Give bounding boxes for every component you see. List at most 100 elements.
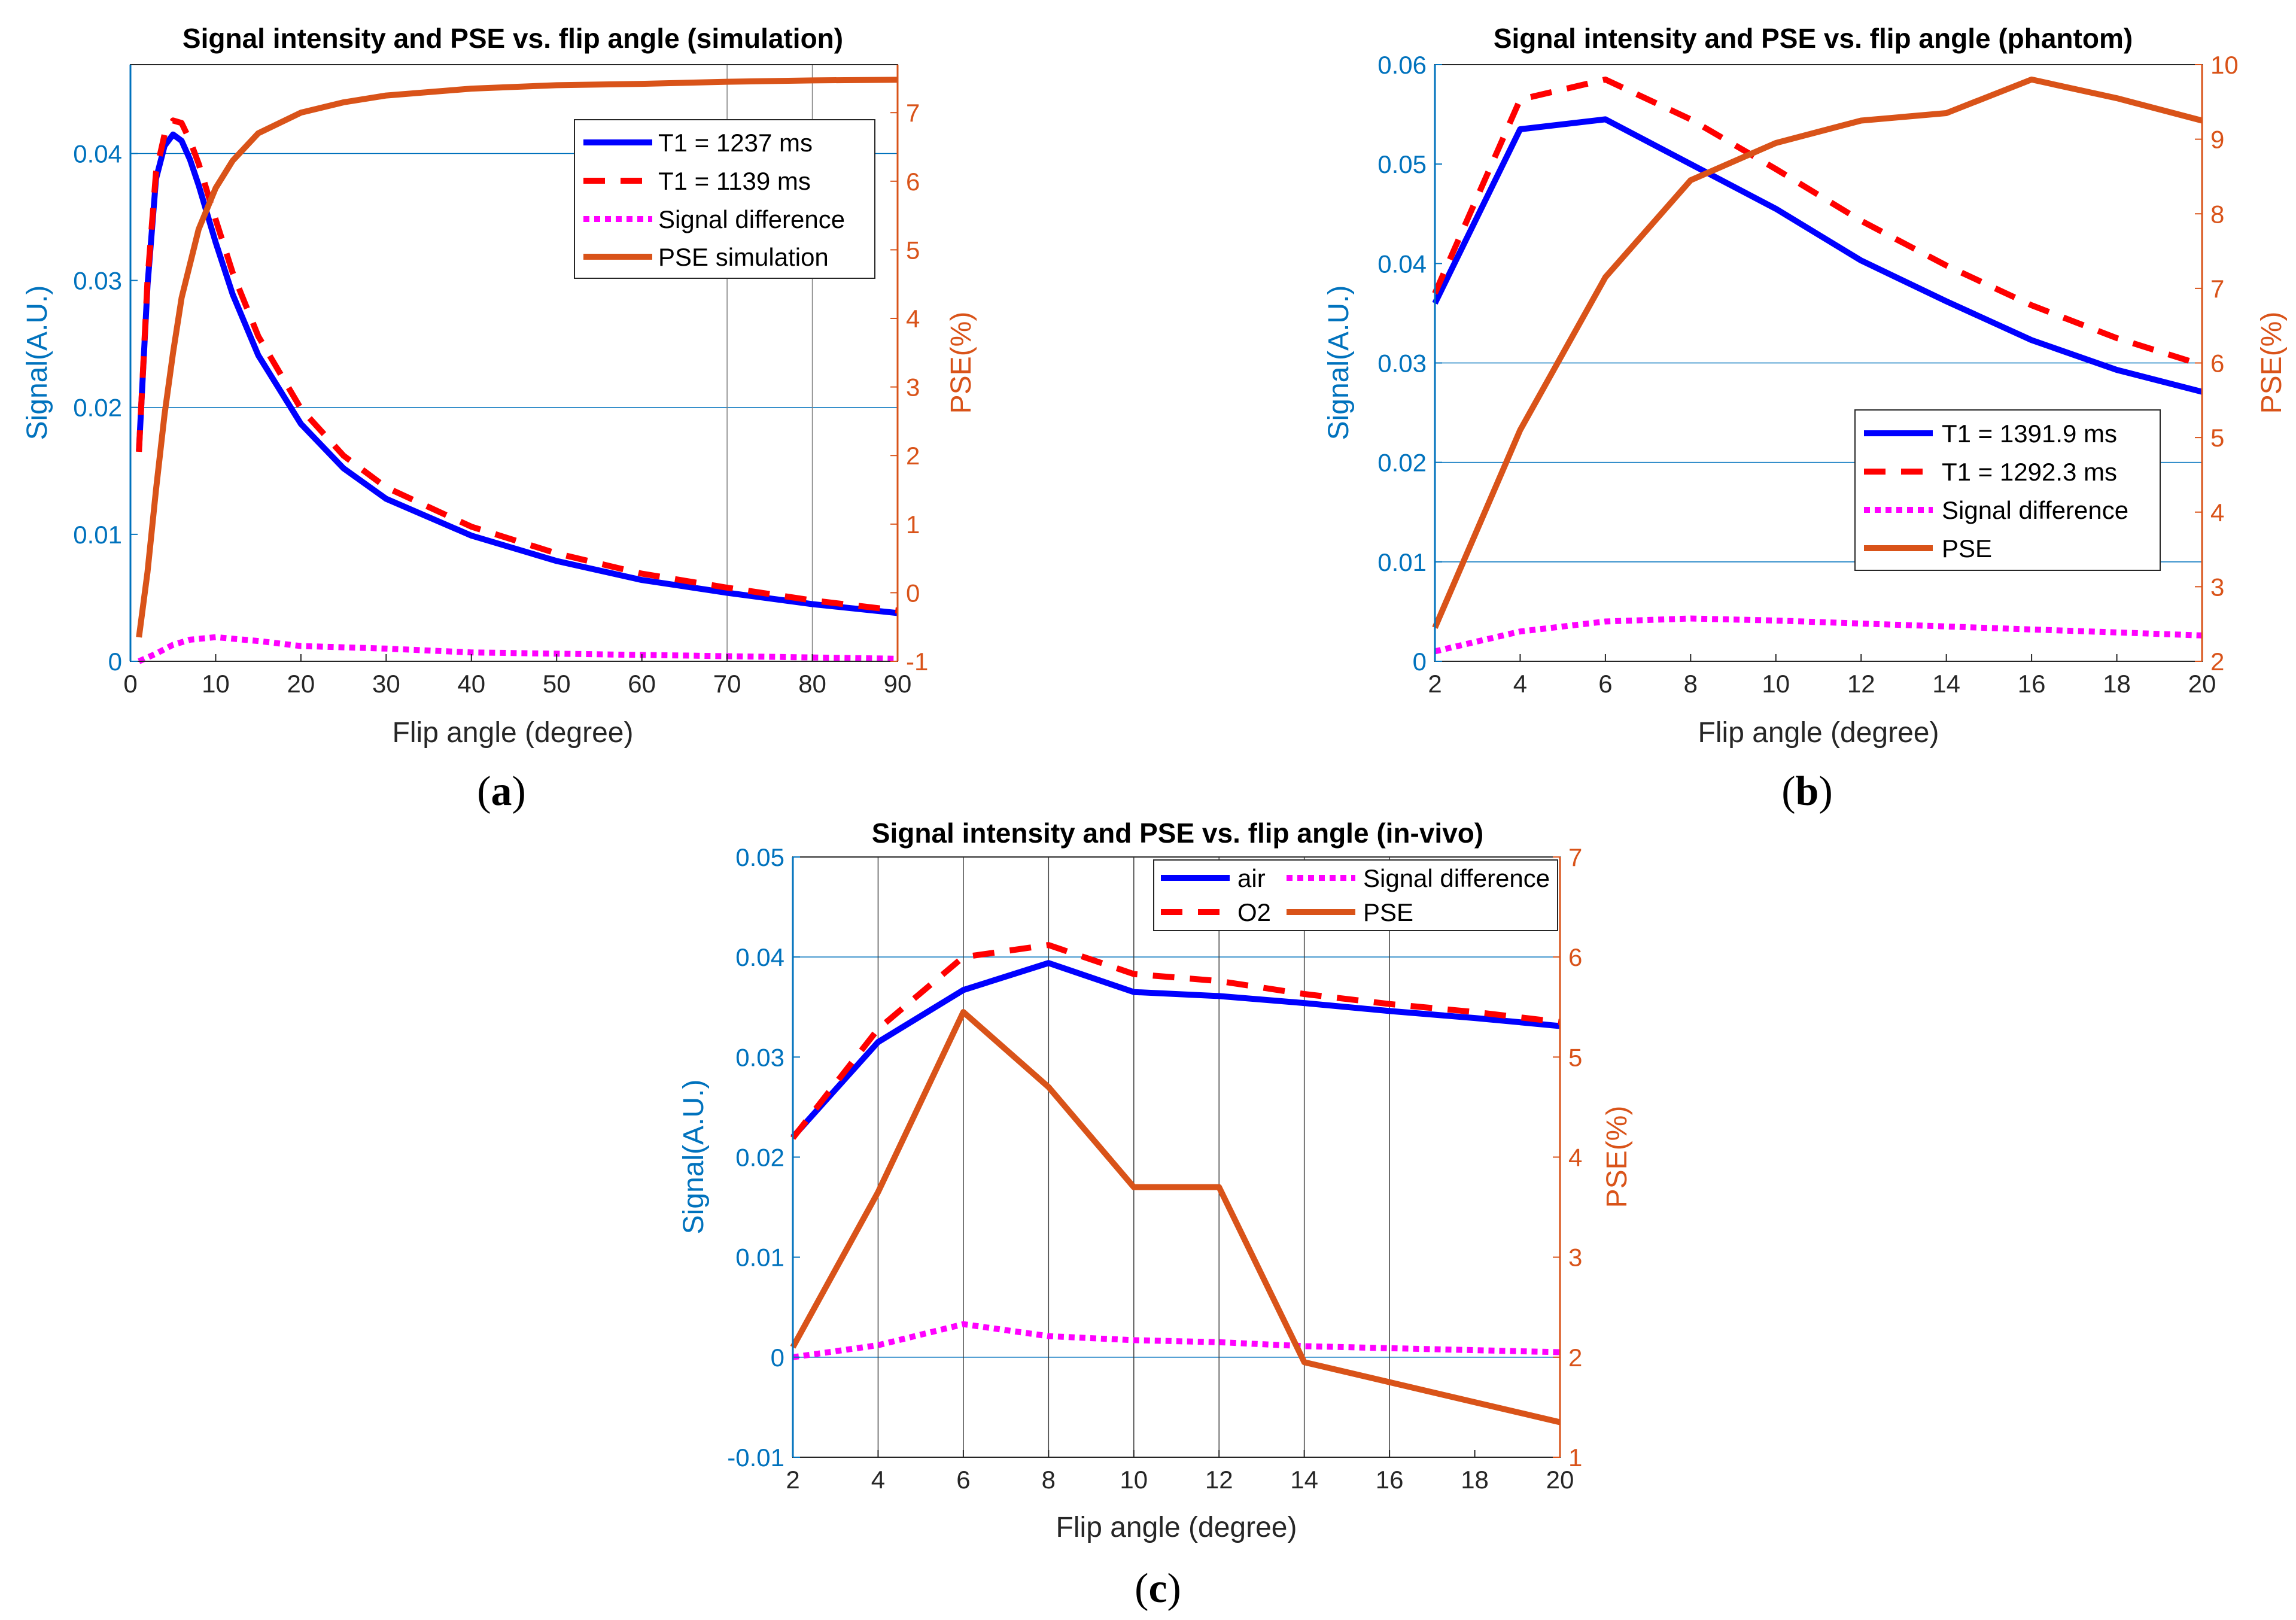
y2-tick-label: 2 [906,442,920,470]
x-tick-label: 12 [1205,1466,1233,1494]
series-line [790,960,1561,1139]
panel-c-in-vivo-chart: Signal intensity and PSE vs. flip angle … [678,817,1633,1612]
x-tick-label: 6 [956,1466,970,1494]
y2-tick-label: 4 [2210,499,2224,527]
y-tick-label: 0 [1413,648,1427,676]
y2-tick-label: 3 [2210,573,2224,601]
y-tick-label: 0.01 [73,521,122,549]
y-tick-label: 0.03 [735,1043,784,1071]
legend-entry: T1 = 1139 ms [583,167,811,195]
x-tick-label: 90 [884,670,912,698]
legend-entry: Signal difference [1287,864,1550,892]
y2-tick-label: 6 [1568,943,1582,971]
x-tick-label: 18 [1461,1466,1489,1494]
y-tick-label: 0.05 [1377,150,1427,178]
chart-title: Signal intensity and PSE vs. flip angle … [1494,23,2133,54]
legend-label: PSE simulation [658,243,829,271]
y-tick-label: 0.03 [1377,349,1427,378]
legend-label: T1 = 1292.3 ms [1942,458,2117,486]
y2-tick-label: 7 [906,99,920,127]
legend-box [574,119,875,279]
y2-axis-label: PSE(%) [2256,312,2288,414]
y-axis-ticks: -0.01 0 0.01 0.02 0.03 0.04 0.05 [727,843,800,1472]
y-tick-label: 0.02 [735,1144,784,1172]
y2-axis-label: PSE(%) [1601,1106,1633,1208]
y-tick-label: 0.04 [73,139,122,168]
x-tick-label: 40 [457,670,485,698]
axes-box [792,856,1561,1458]
legend-entry: PSE [1864,534,1992,563]
y2-tick-label: 3 [1568,1244,1582,1272]
legend-label: air [1237,864,1266,892]
legend-entry: Signal difference [583,205,845,233]
y2-tick-label: 6 [906,168,920,196]
series-line [790,1009,1561,1426]
series-line [136,131,898,616]
x-tick-label: 14 [1290,1466,1318,1494]
y2-tick-label: 0 [906,579,920,607]
legend-box [1854,409,2161,571]
x-axis-ticks: 2 4 6 8 10 12 14 16 18 20 [1428,654,2216,698]
series-line [792,1321,1561,1360]
x-tick-label: 4 [1513,670,1527,698]
y-tick-label: 0.03 [73,267,122,295]
series-line [1432,76,2203,629]
legend-label: T1 = 1391.9 ms [1942,420,2117,448]
y-axis-label: Signal(A.U.) [1323,285,1355,440]
series-line [138,634,898,664]
x-tick-label: 30 [372,670,400,698]
y-tick-label: 0.01 [1377,548,1427,576]
x-tick-label: 8 [1684,670,1698,698]
x-tick-label: 10 [1120,1466,1148,1494]
y-tick-label: 0.04 [735,943,784,971]
panel-b-phantom-chart: Signal intensity and PSE vs. flip angle … [1323,23,2288,814]
y-tick-label: 0.04 [1377,250,1427,278]
x-tick-label: 50 [543,670,571,698]
series-group [790,942,1561,1426]
legend-label: PSE [1363,898,1413,926]
y-tick-label: 0 [108,648,122,676]
y2-tick-label: 1 [1568,1443,1582,1472]
x-tick-label: 70 [713,670,741,698]
x-tick-label: 60 [628,670,656,698]
y2-tick-label: 5 [906,236,920,264]
x-axis-ticks: 2 4 6 8 10 12 14 16 18 20 [786,1450,1574,1494]
y-axis-label: Signal(A.U.) [678,1080,710,1235]
y2-tick-label: 8 [2210,200,2224,228]
y2-tick-label: 2 [2210,648,2224,676]
y-tick-label: 0.06 [1377,51,1427,79]
series-line [1432,116,2203,395]
legend: T1 = 1391.9 ms T1 = 1292.3 ms Signal dif… [1854,409,2161,571]
y-tick-label: -0.01 [727,1443,784,1472]
x-tick-label: 8 [1042,1466,1056,1494]
y2-axis-ticks: 2 3 4 5 6 7 8 9 10 [2195,51,2239,676]
panel-label-b: (b) [1781,768,1833,814]
x-tick-label: 4 [871,1466,885,1494]
y-tick-label: 0.05 [735,843,784,871]
y2-tick-label: 7 [2210,275,2224,303]
x-axis-label: Flip angle (degree) [1056,1512,1297,1543]
y2-axis-ticks: 1 2 3 4 5 6 7 [1553,843,1582,1472]
legend-entry: O2 [1161,898,1271,926]
y2-tick-label: 3 [906,373,920,402]
x-tick-label: 16 [1376,1466,1404,1494]
x-tick-label: 12 [1847,670,1875,698]
x-tick-label: 0 [123,670,137,698]
legend-entry: T1 = 1237 ms [583,129,813,157]
y2-tick-label: 9 [2210,126,2224,154]
y2-axis-label: PSE(%) [945,312,977,414]
y-tick-label: 0.02 [73,394,122,422]
legend-label: T1 = 1139 ms [658,167,811,195]
x-tick-label: 14 [1932,670,1960,698]
legend-label: Signal difference [658,205,845,233]
panel-label-c: (c) [1135,1566,1181,1612]
y2-tick-label: -1 [906,648,928,676]
x-tick-label: 2 [786,1466,799,1494]
y2-tick-label: 7 [1568,843,1582,871]
y2-tick-label: 4 [1568,1144,1582,1172]
x-axis-ticks: 0 10 20 30 40 50 60 70 80 90 [123,654,911,698]
y-tick-label: 0.01 [735,1244,784,1272]
legend-label: T1 = 1237 ms [658,129,813,157]
legend-label: Signal difference [1363,864,1550,892]
